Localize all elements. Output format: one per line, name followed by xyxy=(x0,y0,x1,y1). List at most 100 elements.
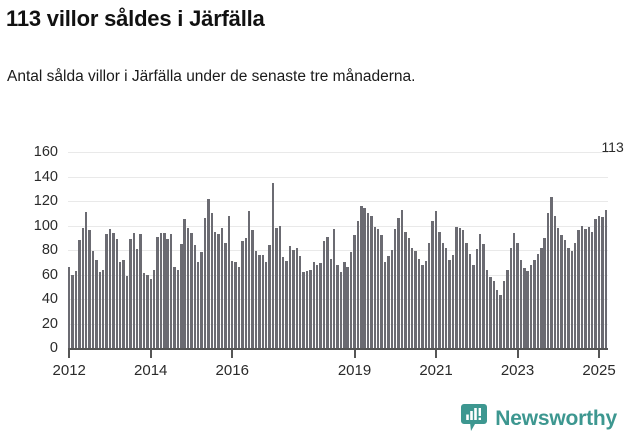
bar xyxy=(336,264,339,348)
bar xyxy=(186,227,190,348)
bar xyxy=(506,269,509,348)
bar xyxy=(190,232,193,348)
bar xyxy=(438,231,441,348)
bar xyxy=(489,276,492,348)
bar xyxy=(370,215,373,348)
bar xyxy=(577,230,580,348)
x-axis-tick-mark xyxy=(353,350,356,358)
bar xyxy=(373,226,377,348)
bar xyxy=(394,229,397,348)
bar xyxy=(455,226,458,348)
bar xyxy=(404,231,407,348)
bar xyxy=(302,272,305,348)
bar xyxy=(451,254,455,348)
bar xyxy=(248,210,251,348)
bar xyxy=(220,227,224,348)
newsworthy-logo: Newsworthy xyxy=(461,404,617,432)
bar xyxy=(346,267,349,348)
bar xyxy=(305,270,309,348)
bar xyxy=(458,227,461,348)
bar xyxy=(424,261,428,348)
x-axis-tick-mark xyxy=(598,350,601,358)
bar xyxy=(356,220,360,348)
bar xyxy=(526,270,529,348)
x-axis-tick-mark xyxy=(516,350,519,358)
x-axis-tick-label: 2012 xyxy=(52,362,86,379)
bar xyxy=(414,251,417,348)
bar xyxy=(353,235,356,348)
bar xyxy=(68,267,71,348)
bar xyxy=(533,259,536,348)
bar xyxy=(472,264,475,348)
bar xyxy=(499,295,502,348)
bar xyxy=(139,234,142,348)
bar xyxy=(349,252,353,348)
bar xyxy=(271,182,275,348)
bar xyxy=(492,280,495,348)
bar xyxy=(478,234,482,348)
bar xyxy=(560,235,563,348)
bar xyxy=(509,247,512,348)
bar xyxy=(251,230,254,348)
bar xyxy=(112,232,115,348)
bar xyxy=(390,250,394,348)
bar xyxy=(339,272,343,348)
bar xyxy=(431,220,434,348)
x-axis-tick-mark xyxy=(68,350,71,358)
y-axis-tick-label: 0 xyxy=(49,340,58,356)
bar xyxy=(591,231,594,348)
bar xyxy=(397,218,400,348)
bar xyxy=(360,205,363,348)
bar xyxy=(118,262,122,348)
bar xyxy=(584,229,587,348)
bar xyxy=(604,209,608,348)
bar xyxy=(288,246,292,348)
bar xyxy=(332,229,336,348)
bar xyxy=(163,232,166,348)
bar xyxy=(448,259,451,348)
bar xyxy=(122,259,125,348)
bar xyxy=(210,213,214,348)
bar xyxy=(275,227,278,348)
brand-name: Newsworthy xyxy=(495,406,617,430)
bar xyxy=(224,242,227,348)
bar xyxy=(95,259,98,348)
bar xyxy=(312,262,315,348)
bar xyxy=(241,241,244,348)
x-axis-tick-label: 2016 xyxy=(215,362,249,379)
x-axis-tick-label: 2019 xyxy=(337,362,372,379)
bar xyxy=(553,215,557,348)
bar xyxy=(597,215,601,348)
bar xyxy=(203,218,207,348)
y-axis-tick-label: 100 xyxy=(33,217,58,234)
bar xyxy=(261,254,265,348)
bar xyxy=(98,272,101,348)
chart-subtitle: Antal sålda villor i Järfälla under de s… xyxy=(7,68,416,85)
bar xyxy=(200,252,203,348)
bar xyxy=(540,247,543,348)
bar xyxy=(366,213,370,348)
bar xyxy=(169,234,173,348)
bar xyxy=(315,264,319,348)
bar xyxy=(434,210,438,348)
bar xyxy=(309,269,312,348)
x-axis-tick-label: 2014 xyxy=(134,362,168,379)
bar xyxy=(149,279,152,348)
bar xyxy=(363,208,366,348)
bar xyxy=(407,237,411,348)
bar xyxy=(516,242,519,348)
bar xyxy=(81,227,85,348)
bar xyxy=(380,235,383,348)
bar xyxy=(326,236,329,348)
bar xyxy=(78,240,81,348)
bar xyxy=(465,242,468,348)
y-axis-tick-label: 160 xyxy=(33,144,58,160)
bar xyxy=(152,269,156,348)
bar xyxy=(264,262,268,348)
bar xyxy=(71,274,74,348)
bar xyxy=(91,251,95,348)
bar xyxy=(214,231,217,348)
bar xyxy=(281,257,285,348)
bar xyxy=(108,229,112,348)
y-axis-tick-label: 120 xyxy=(33,193,58,209)
